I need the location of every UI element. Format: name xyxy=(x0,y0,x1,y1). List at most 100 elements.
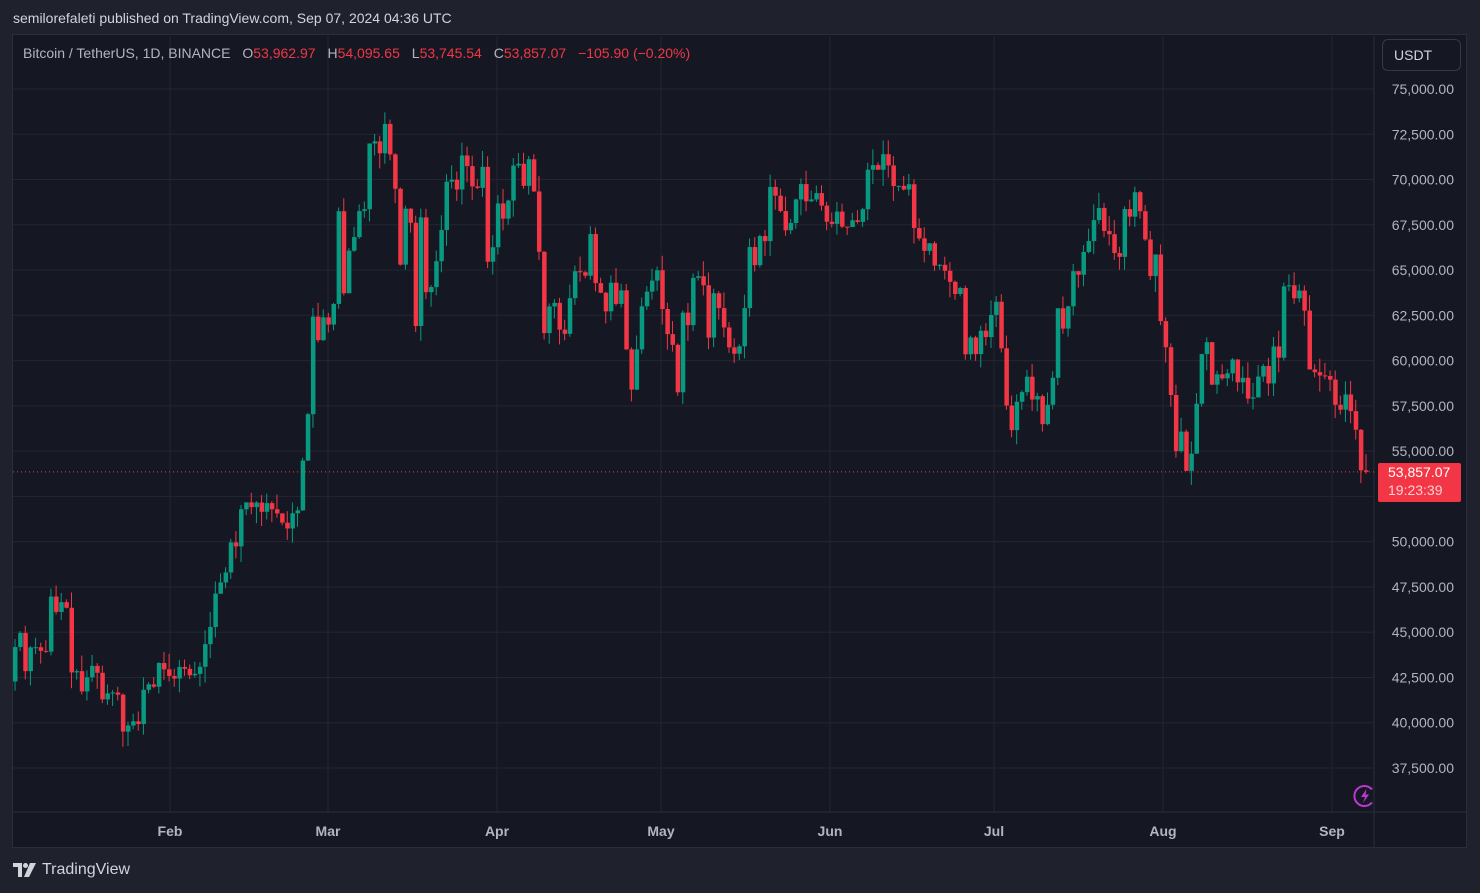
candle xyxy=(850,220,855,227)
candle xyxy=(603,292,609,312)
candle xyxy=(1009,405,1015,431)
candle xyxy=(48,596,54,652)
candle xyxy=(1358,429,1364,471)
candle xyxy=(305,414,311,461)
candle xyxy=(1102,207,1107,231)
candle xyxy=(531,159,537,192)
candle xyxy=(295,510,301,514)
candle xyxy=(100,672,105,700)
candle xyxy=(326,317,331,325)
candle xyxy=(387,123,393,155)
candle xyxy=(660,270,665,310)
candle xyxy=(1040,396,1045,425)
candle xyxy=(721,308,727,328)
candle xyxy=(377,141,383,154)
candle xyxy=(1286,285,1292,287)
candle xyxy=(1055,308,1061,378)
candle xyxy=(608,282,614,312)
price-axis-label: 45,000.00 xyxy=(1392,624,1454,640)
candle xyxy=(110,692,116,694)
candle xyxy=(182,666,188,669)
candle xyxy=(927,243,932,251)
price-axis-label: 40,000.00 xyxy=(1392,715,1454,731)
candle xyxy=(413,222,419,327)
currency-button[interactable]: USDT xyxy=(1382,39,1461,71)
candle xyxy=(727,327,732,348)
candle xyxy=(552,302,557,307)
candle xyxy=(131,721,136,726)
candle xyxy=(752,247,758,266)
candle xyxy=(680,312,686,393)
candle xyxy=(942,264,948,271)
candle xyxy=(670,334,676,345)
candle xyxy=(69,607,75,673)
candle xyxy=(274,509,280,514)
price-axis-label: 62,500.00 xyxy=(1392,307,1454,323)
candle xyxy=(1184,431,1189,471)
candle xyxy=(1338,404,1343,410)
candle xyxy=(1112,234,1117,254)
candle xyxy=(429,287,434,293)
candle xyxy=(331,303,336,325)
candle xyxy=(701,276,706,286)
candle xyxy=(865,169,871,210)
candle xyxy=(562,329,568,334)
candle xyxy=(1071,271,1076,307)
candle xyxy=(465,155,470,167)
candle xyxy=(917,228,922,239)
candle xyxy=(43,650,49,652)
candle xyxy=(1317,372,1323,376)
candle xyxy=(1220,374,1225,379)
low-label: L xyxy=(411,45,420,61)
tradingview-logo[interactable]: TradingView xyxy=(13,861,130,879)
candle xyxy=(716,293,722,309)
candle xyxy=(1204,342,1210,355)
candle xyxy=(583,272,588,276)
candle xyxy=(875,165,881,170)
candle xyxy=(978,330,984,355)
candle xyxy=(1364,470,1369,472)
candle xyxy=(203,644,208,667)
candle xyxy=(1086,241,1092,252)
candle xyxy=(1297,290,1302,299)
time-axis-label: Jul xyxy=(984,823,1004,839)
candle xyxy=(1276,346,1282,358)
candle xyxy=(408,208,414,223)
open-label: O xyxy=(242,45,254,61)
symbol-legend: Bitcoin / TetherUS, 1D, BINANCE O53,962.… xyxy=(23,45,690,61)
candle xyxy=(18,632,23,648)
candle xyxy=(778,195,783,212)
candle xyxy=(105,693,110,700)
candle xyxy=(254,502,259,508)
candle xyxy=(362,209,367,212)
candle xyxy=(1066,306,1071,329)
publish-info: semilorefaleti published on TradingView.… xyxy=(13,10,452,26)
candle xyxy=(64,602,69,608)
chart-panel[interactable] xyxy=(12,34,1467,848)
last-price-tag: 53,857.07 19:23:39 xyxy=(1378,463,1461,502)
symbol-name[interactable]: Bitcoin / TetherUS, 1D, BINANCE xyxy=(23,45,231,61)
high-value: 54,095.65 xyxy=(337,45,400,61)
candle xyxy=(588,234,593,276)
candle xyxy=(521,163,527,186)
candle xyxy=(947,270,953,282)
candle xyxy=(444,181,449,231)
time-axis-label: Jun xyxy=(818,823,843,839)
candle xyxy=(732,347,737,354)
candle xyxy=(814,193,819,200)
high-label: H xyxy=(327,45,338,61)
candle xyxy=(773,186,778,196)
candle xyxy=(860,209,866,222)
candle xyxy=(896,185,902,187)
candle xyxy=(167,669,172,677)
candle xyxy=(1199,354,1205,404)
candle xyxy=(372,141,378,144)
candle xyxy=(506,200,511,219)
candle xyxy=(675,344,681,393)
lightning-bolt-icon[interactable] xyxy=(1353,784,1377,808)
candle xyxy=(793,199,799,223)
candle xyxy=(172,676,177,679)
candle xyxy=(439,230,444,262)
candle xyxy=(382,123,388,154)
